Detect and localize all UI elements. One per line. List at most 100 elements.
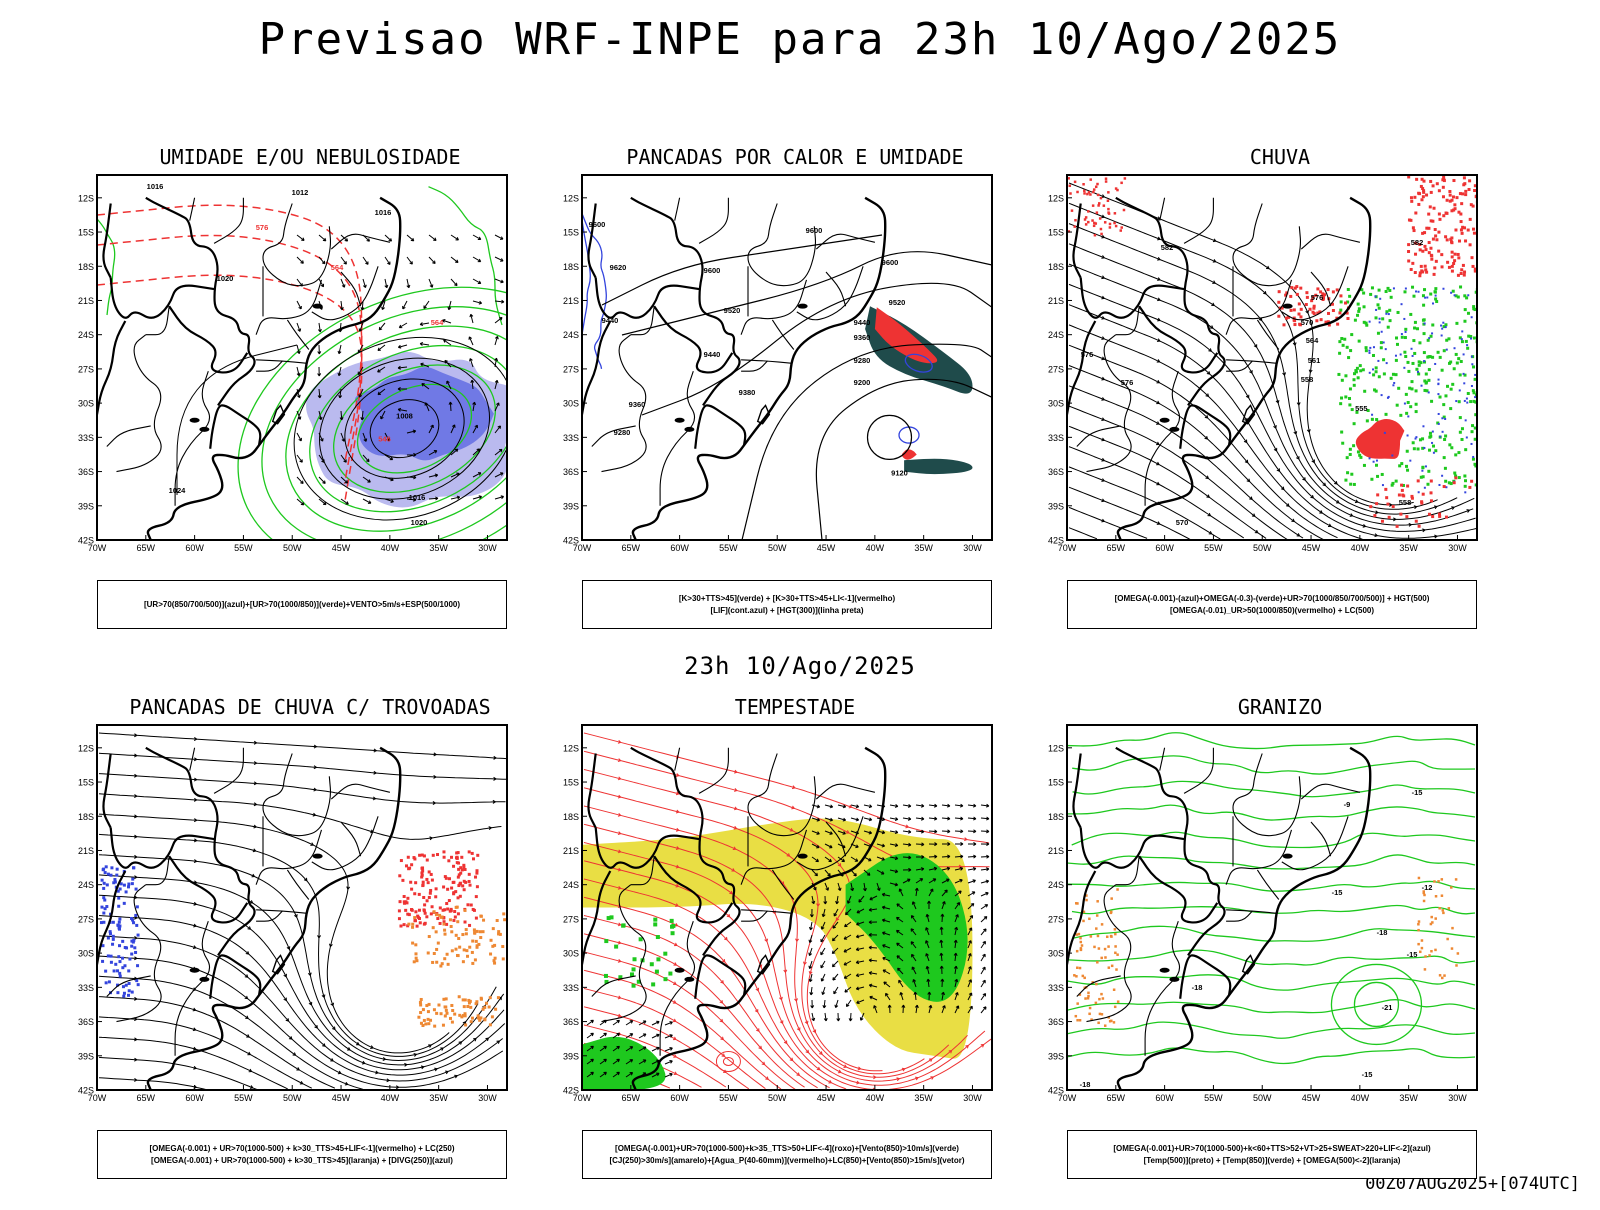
omega-red-area xyxy=(1437,230,1441,234)
omega-green-area xyxy=(1457,451,1461,455)
thunder-red-area xyxy=(463,920,467,924)
omega-red-area xyxy=(1450,269,1454,273)
wind-vector xyxy=(586,1032,594,1039)
streamline-arrow xyxy=(675,883,679,888)
omega-blue-area xyxy=(1470,316,1473,319)
omega-red-area xyxy=(1094,222,1098,225)
divg-blue-area xyxy=(109,873,113,877)
omega-orange-area xyxy=(1104,956,1107,959)
country-border xyxy=(1072,203,1082,279)
streamline-arrow xyxy=(724,936,728,941)
omega-orange-area xyxy=(1423,968,1427,971)
isobar-label: 1012 xyxy=(292,188,309,197)
wind-vector xyxy=(928,1004,933,1014)
wind-vector xyxy=(911,953,917,962)
omega-green-area xyxy=(1421,446,1425,450)
divg-blue-area xyxy=(110,866,114,870)
omega-red-area xyxy=(1419,264,1423,268)
wind-vector xyxy=(625,1059,634,1065)
omega-red-area xyxy=(1410,496,1414,500)
lat-tick-label: 27S xyxy=(563,914,579,924)
streamline-arrow xyxy=(1156,359,1161,363)
streamline xyxy=(583,823,968,1082)
omega-blue-area xyxy=(1387,395,1390,398)
omega-green-area xyxy=(1395,336,1399,340)
thunder-red-area xyxy=(475,871,479,875)
wind-vector xyxy=(428,234,437,241)
hgt-label: 570 xyxy=(1176,518,1189,527)
streamline xyxy=(583,787,925,1075)
wind-vector xyxy=(811,895,816,905)
streamline-arrow xyxy=(458,1041,463,1045)
divg-blue-area xyxy=(105,883,109,887)
wind-vector xyxy=(318,410,323,421)
omega-green-area xyxy=(1371,353,1375,357)
streamline-arrow xyxy=(1206,494,1210,498)
omega-orange-area xyxy=(1446,937,1449,941)
lon-tick-label: 55W xyxy=(1204,1093,1223,1103)
omega-green-area xyxy=(1454,352,1458,356)
wind-vector xyxy=(811,843,820,849)
omega-red-area xyxy=(1385,496,1389,500)
divg-blue-area xyxy=(108,930,112,934)
omega-red-area xyxy=(1346,316,1350,320)
streamline-arrow xyxy=(1285,503,1290,507)
streamline-arrow xyxy=(245,1015,249,1020)
omega-blue-area xyxy=(1403,402,1406,405)
divg-blue-area xyxy=(123,946,127,950)
streamline-arrow xyxy=(816,903,821,907)
wind-vector xyxy=(896,942,904,949)
mid-date: 23h 10/Ago/2025 xyxy=(684,652,916,680)
omega-green-area xyxy=(1377,306,1381,310)
lon-tick-label: 50W xyxy=(1253,1093,1272,1103)
fields xyxy=(582,732,992,1090)
omega-blue-area xyxy=(1437,382,1440,385)
omega-orange-area xyxy=(1114,932,1117,936)
omega-green-area xyxy=(1380,472,1384,476)
state-border xyxy=(262,203,332,287)
omega-red-area xyxy=(1319,290,1323,294)
omega-red-area xyxy=(1097,204,1100,207)
state-border xyxy=(213,197,244,244)
omega-red-area xyxy=(1447,265,1451,269)
temp850-contour xyxy=(1067,974,1476,991)
omega-red-area xyxy=(1324,320,1328,324)
omega-red-area xyxy=(1471,264,1475,268)
wind-vector xyxy=(318,498,327,506)
streamline-arrow xyxy=(783,1040,788,1044)
panel-chuva: CHUVA 582 582 576 576 570 564 561 558 555 570 576 5… xyxy=(1030,145,1530,660)
omega-green-area xyxy=(1427,469,1431,473)
omega-green-area xyxy=(1457,400,1461,404)
humidity-green-contour xyxy=(428,186,503,326)
omega-orange-area xyxy=(1428,954,1431,957)
omega-green-area xyxy=(1472,305,1476,309)
omega-blue-area xyxy=(1470,384,1473,387)
wind-vector xyxy=(868,907,878,912)
instability-red-area xyxy=(874,307,938,364)
thunder-red-area xyxy=(410,908,414,912)
thunder-red-area xyxy=(406,855,410,859)
omega-red-area xyxy=(1073,180,1077,184)
streamline-arrow xyxy=(134,1037,138,1042)
omega-green-area xyxy=(1458,336,1462,340)
streamline-arrow xyxy=(440,1047,444,1051)
streamline-arrow xyxy=(754,1009,759,1013)
omega-blue-area xyxy=(1463,382,1466,385)
thunder-red-area xyxy=(413,892,417,896)
omega-green-area xyxy=(1442,325,1446,329)
omega-green-area xyxy=(1369,292,1373,296)
omega-red-area xyxy=(1089,193,1092,196)
wind-vector xyxy=(469,358,474,368)
wind-vector xyxy=(954,816,964,821)
streamline-arrow xyxy=(755,987,760,992)
thunder-red-area xyxy=(398,900,402,904)
wind-vector xyxy=(402,300,408,310)
omega-blue-area xyxy=(1441,430,1444,433)
wind-vector xyxy=(824,869,831,877)
thunder-red-area xyxy=(418,853,422,857)
temp500-label: -18 xyxy=(1377,928,1388,937)
thunder-orange-area xyxy=(443,928,447,932)
wind-vector xyxy=(406,278,411,289)
streamline-arrow xyxy=(617,958,622,963)
omega-red-area xyxy=(1298,322,1302,326)
